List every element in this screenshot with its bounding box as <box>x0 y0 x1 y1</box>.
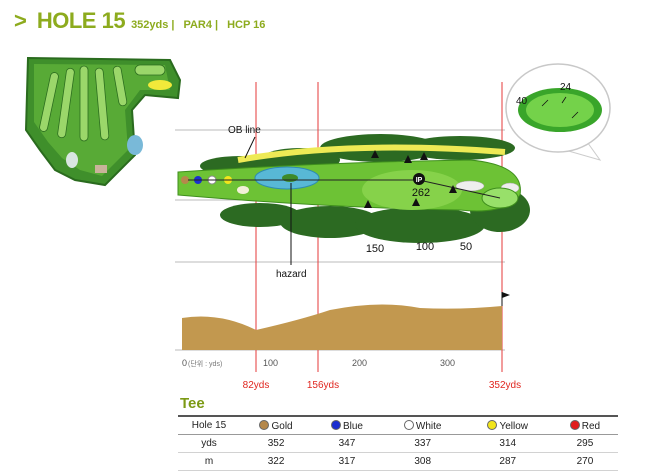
row-label-yds: yds <box>178 434 240 453</box>
tee-table-header-row: Hole 15 Gold Blue White Yellow Red <box>178 415 618 435</box>
hole-column-header: Hole 15 <box>178 415 240 435</box>
tee-yellow-header: Yellow <box>463 415 552 435</box>
ob-line-label: OB line <box>228 125 261 136</box>
hole-title: HOLE 15 <box>36 8 126 33</box>
hole-header: > HOLE 15 352yds | PAR4 | HCP 16 <box>14 8 265 36</box>
tee-yellow-label: Yellow <box>499 420 528 432</box>
tee-blue-header: Blue <box>312 415 382 435</box>
axis-tick-100: 100 <box>263 358 278 368</box>
hazard-label: hazard <box>276 269 307 280</box>
m-white: 308 <box>381 452 464 471</box>
tee-gold-label: Gold <box>271 420 293 432</box>
yds-yellow: 314 <box>463 434 552 453</box>
tee-red-label: Red <box>581 420 601 432</box>
flag-icon <box>502 292 510 298</box>
tee-white-header: White <box>381 415 464 435</box>
m-yellow: 287 <box>463 452 552 471</box>
yellow-tee-icon <box>487 419 498 430</box>
tee-gold-marker <box>181 176 189 184</box>
distance-82yds: 82yds <box>243 380 270 391</box>
pond-1 <box>127 135 143 155</box>
hole-handicap: HCP 16 <box>227 19 266 31</box>
hole-par: PAR4 <box>183 19 212 31</box>
red-tee-icon <box>569 419 580 430</box>
table-row-yds: yds 352 347 337 314 295 <box>178 434 618 453</box>
m-red: 270 <box>551 452 618 471</box>
green-depth-left: 40 <box>516 96 528 107</box>
highlighted-hole <box>148 80 172 90</box>
distance-156yds: 156yds <box>307 380 339 391</box>
blue-tee-icon <box>330 419 341 430</box>
marker-100: 100 <box>416 241 434 253</box>
axis-tick-0: 0 <box>182 358 187 368</box>
marker-150: 150 <box>366 243 384 255</box>
chevron-right-icon: > <box>14 8 27 33</box>
tee-blue-label: Blue <box>342 420 363 432</box>
marker-50: 50 <box>460 241 472 253</box>
elevation-profile <box>182 304 502 350</box>
yds-blue: 347 <box>312 434 382 453</box>
ip-label: IP <box>416 177 423 184</box>
header-separator: | <box>171 19 175 31</box>
tee-table: Hole 15 Gold Blue White Yellow Red yds 3… <box>178 415 618 471</box>
ip-distance: 262 <box>412 187 430 199</box>
m-blue: 317 <box>312 452 382 471</box>
distance-352yds: 352yds <box>489 380 521 391</box>
course-overview-map <box>24 56 182 187</box>
table-row-m: m 322 317 308 287 270 <box>178 452 618 471</box>
building <box>95 165 107 173</box>
yds-gold: 352 <box>240 434 313 453</box>
gold-tee-icon <box>259 419 270 430</box>
ob-line-pointer <box>244 136 256 159</box>
tee-gold-header: Gold <box>240 415 313 435</box>
green-slope-arrows <box>541 96 579 119</box>
hole-layout-diagram: IP 262 150 100 50 OB line hazard 40 24 0… <box>175 63 611 391</box>
axis-tick-200: 200 <box>352 358 367 368</box>
bunker <box>237 186 249 194</box>
header-separator: | <box>214 19 219 31</box>
fairways <box>39 64 166 142</box>
m-gold: 322 <box>240 452 313 471</box>
white-tee-icon <box>403 419 414 430</box>
axis-tick-300: 300 <box>440 358 455 368</box>
ip-marker <box>413 173 425 185</box>
green-depth-top: 24 <box>560 82 572 93</box>
axis-unit: (단위 : yds) <box>188 359 222 368</box>
hole-yardage: 352yds <box>131 19 169 31</box>
tee-white-label: White <box>415 420 442 432</box>
hazard-island <box>282 174 298 182</box>
ob-line <box>237 144 506 163</box>
tee-red-header: Red <box>551 415 618 435</box>
tree-markers <box>364 150 457 208</box>
yds-red: 295 <box>551 434 618 453</box>
green-detail-surface <box>526 93 594 127</box>
row-label-m: m <box>178 452 240 471</box>
yds-white: 337 <box>381 434 464 453</box>
tee-section-title: Tee <box>180 395 205 412</box>
clubhouse-area <box>66 152 78 168</box>
